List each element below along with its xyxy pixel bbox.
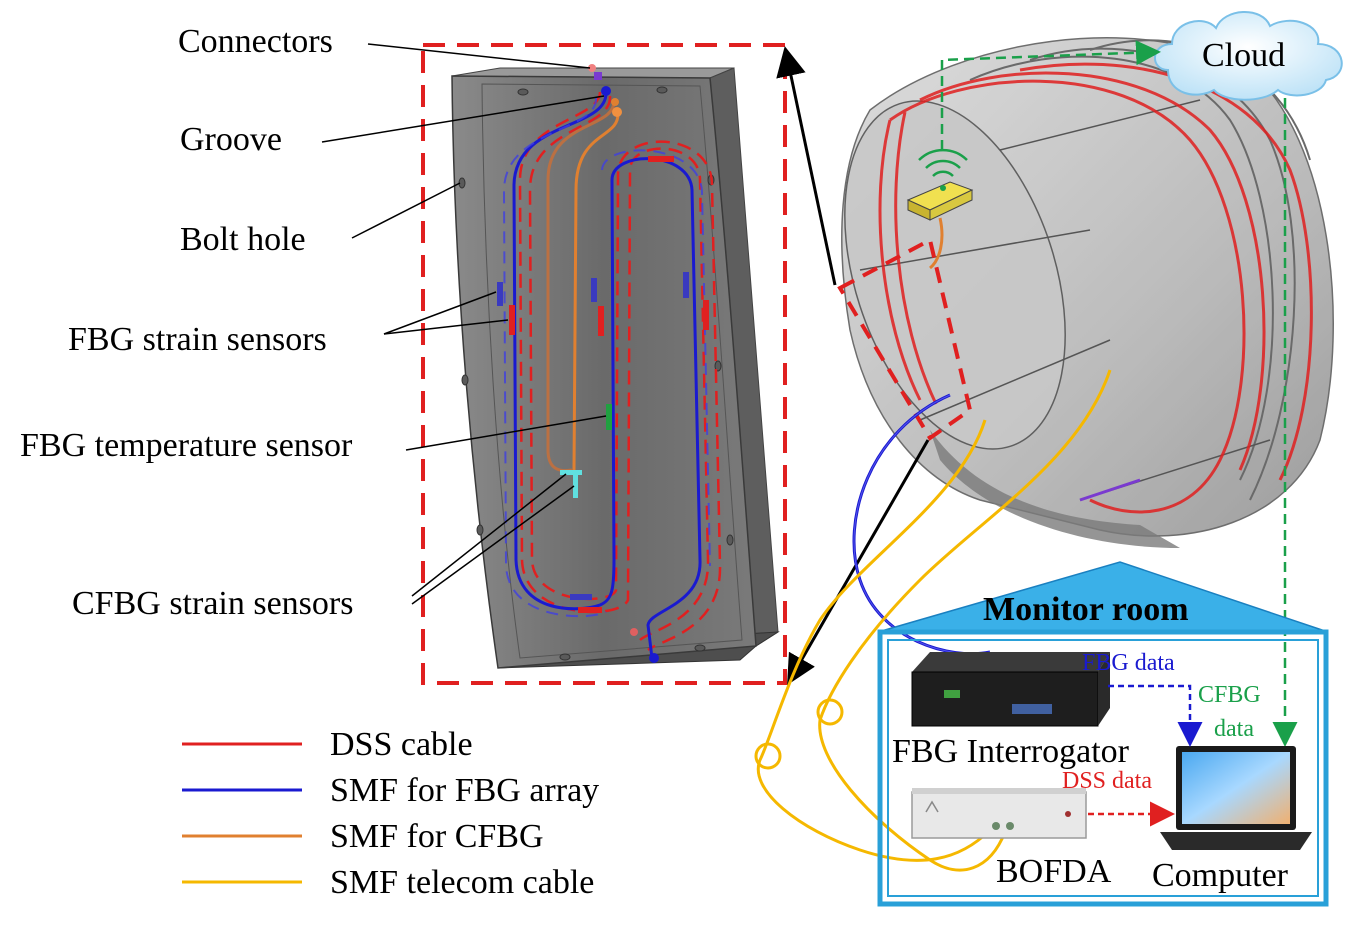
tunnel-ring [841, 37, 1334, 548]
label-fbg-strain: FBG strain sensors [68, 321, 327, 358]
legend-label: DSS cable [330, 726, 473, 763]
label-computer: Computer [1152, 857, 1289, 894]
legend-label: SMF for FBG array [330, 772, 599, 809]
label-cloud: Cloud [1202, 37, 1285, 74]
connectors [588, 64, 659, 663]
label-cfbg-strain: CFBG strain sensors [72, 585, 353, 622]
monitor-room [877, 561, 1329, 907]
dss-cable-segment [518, 91, 722, 652]
dss-cable-ring [878, 62, 1313, 514]
bofda-device [911, 788, 1087, 839]
callout-leaders [321, 43, 607, 605]
cloud-links [940, 40, 1298, 747]
room-data-links [1088, 684, 1203, 827]
legend: DSS cable SMF for FBG array SMF for CFBG SM… [182, 726, 599, 901]
cfbg-sensor [560, 470, 582, 498]
bolt-holes [458, 86, 734, 661]
label-fbg-temperature: FBG temperature sensor [20, 427, 353, 464]
zoom-arrow-bottom [787, 439, 930, 686]
wireless-node [906, 148, 974, 270]
ring-focus-box [837, 237, 973, 441]
label-bofda: BOFDA [996, 853, 1112, 890]
fbg-array-fiber-segment [512, 91, 702, 659]
label-dss-data: DSS data [1062, 768, 1152, 794]
label-fbg-data: FBG data [1082, 650, 1175, 676]
cloud-icon [1154, 11, 1343, 101]
segment-detail-box [421, 43, 787, 685]
legend-label: SMF for CFBG [330, 818, 544, 855]
label-cfbg-data-2: data [1214, 716, 1254, 742]
computer-laptop [1160, 746, 1312, 850]
fbg-strain-sensors [497, 156, 709, 613]
fbg-interrogator-device [911, 652, 1110, 727]
label-connectors: Connectors [178, 23, 333, 60]
label-fbg-interrogator: FBG Interrogator [892, 733, 1130, 770]
label-groove: Groove [180, 121, 282, 158]
zoom-arrow-top [776, 46, 837, 286]
label-cfbg-data-1: CFBG [1198, 682, 1261, 708]
ring-purple-fiber [1079, 478, 1141, 502]
monitor-room-title: Monitor room [983, 591, 1189, 628]
fbg-array-fiber-dashed [502, 97, 711, 618]
legend-label: SMF telecom cable [330, 864, 594, 901]
cfbg-fiber-segment [546, 99, 620, 473]
label-bolt-hole: Bolt hole [180, 221, 306, 258]
fbg-temperature-sensor [606, 404, 612, 430]
